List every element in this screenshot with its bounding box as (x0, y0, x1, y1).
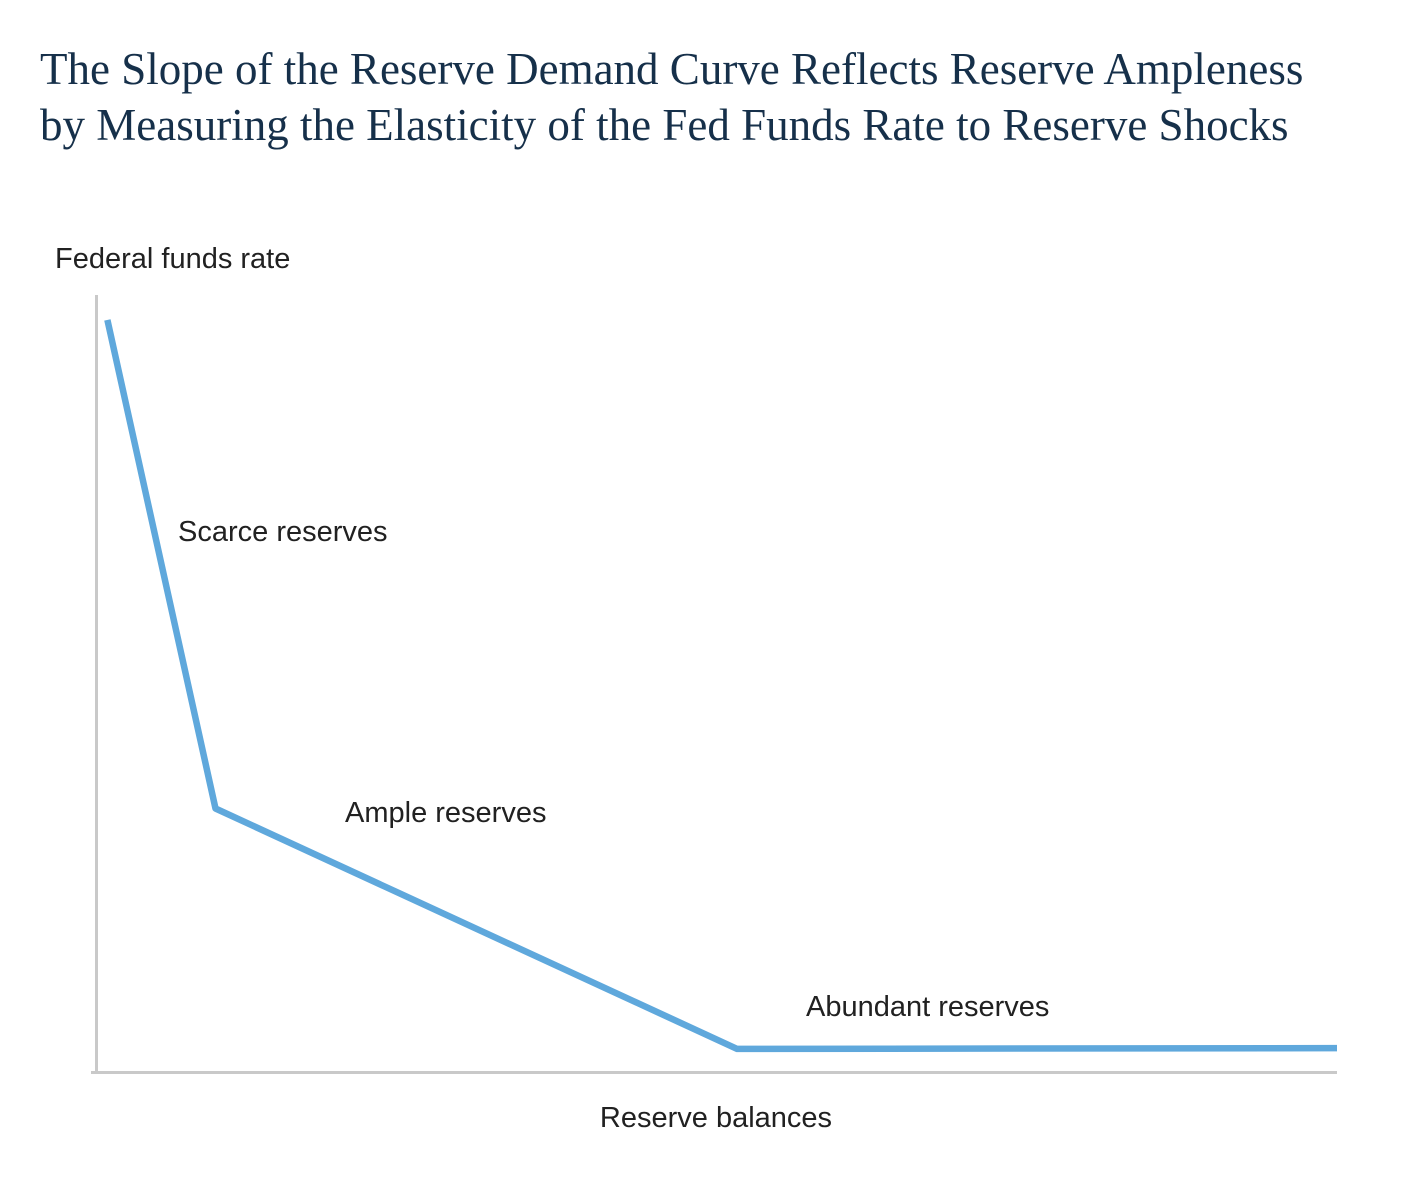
chart-title: The Slope of the Reserve Demand Curve Re… (40, 44, 1304, 150)
x-axis-label: Reserve balances (599, 1102, 833, 1134)
y-axis-label: Federal funds rate (55, 243, 291, 275)
reserve-demand-curve-line (104, 319, 1338, 1053)
annotation-abundant-reserves: Abundant reserves (806, 991, 1050, 1023)
annotation-scarce-reserves: Scarce reserves (178, 516, 388, 548)
annotation-ample-reserves: Ample reserves (345, 797, 547, 829)
reserve-demand-chart (91, 295, 1338, 1074)
